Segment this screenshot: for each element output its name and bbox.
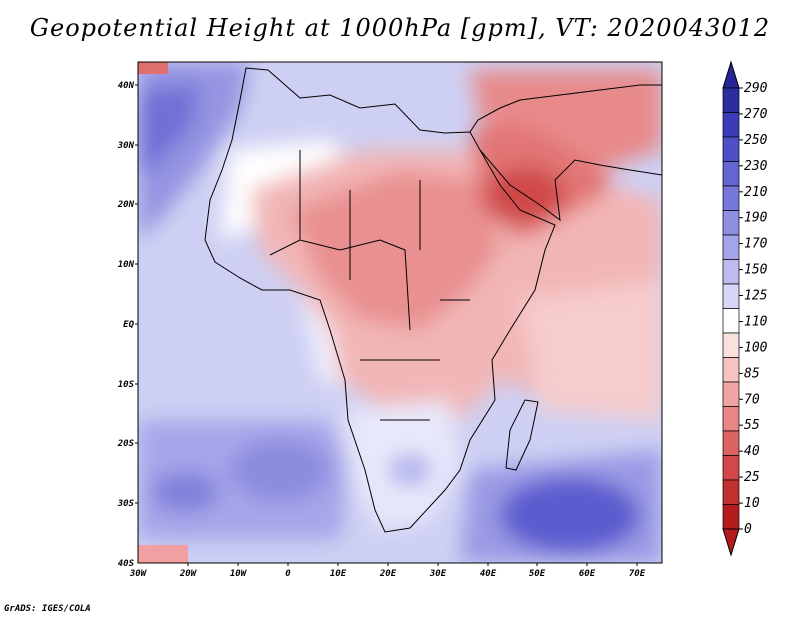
lat-label: 10S [118, 380, 135, 390]
colorbar-segment [722, 381, 740, 407]
lat-label: 30N [117, 141, 135, 151]
colorbar-segment [722, 210, 740, 236]
colorbar-label: 85 [744, 366, 760, 381]
lat-label: 30S [117, 499, 135, 509]
colorbar-segment [722, 283, 740, 309]
colorbar-label: 125 [744, 289, 768, 304]
colorbar-label: 270 [744, 107, 768, 122]
lon-label: 20W [179, 569, 198, 579]
lon-label: 30E [429, 569, 447, 579]
colorbar-top-arrow [722, 60, 740, 89]
colorbar-segment [722, 406, 740, 432]
lon-label: 30W [129, 569, 148, 579]
lat-label: 20S [117, 439, 135, 449]
colorbar-segment [722, 332, 740, 358]
colorbar-segment [722, 259, 740, 285]
colorbar-segment [722, 234, 740, 260]
colorbar: 2902702502302101901701501251101008570554… [722, 60, 768, 557]
map-title: Geopotential Height at 1000hPa [gpm], VT… [29, 14, 771, 42]
colorbar-label: 55 [744, 418, 760, 433]
lat-label: EQ [123, 320, 134, 330]
colorbar-segment [722, 87, 740, 113]
lon-label: 20E [379, 569, 397, 579]
colorbar-label: 25 [744, 470, 760, 485]
coastlines [204, 67, 662, 533]
colorbar-segment [722, 308, 740, 334]
colorbar-segment [722, 504, 740, 530]
colorbar-label: 210 [744, 185, 768, 200]
colorbar-label: 230 [744, 159, 768, 174]
colorbar-label: 250 [744, 133, 768, 148]
colorbar-bottom-arrow [722, 528, 740, 557]
height-field [138, 62, 662, 563]
colorbar-label: 190 [744, 211, 768, 226]
colorbar-segment [722, 161, 740, 187]
colorbar-segment [722, 112, 740, 138]
colorbar-label: 290 [744, 81, 768, 96]
lon-label: 0 [285, 569, 291, 579]
lat-label: 40S [118, 559, 135, 569]
colorbar-segment [722, 357, 740, 383]
lon-label: 40E [480, 569, 497, 579]
lon-label: 10W [230, 569, 248, 579]
colorbar-label: 110 [744, 315, 768, 330]
colorbar-segment [722, 455, 740, 481]
lat-label: 10N [118, 260, 135, 270]
colorbar-label: 100 [744, 340, 768, 355]
lon-label: 70E [629, 569, 646, 579]
lat-labels: 40N 30N 20N 10N EQ 10S 20S 30S 40S [117, 81, 135, 569]
colorbar-label: 0 [744, 522, 752, 537]
colorbar-label: 70 [744, 392, 760, 407]
colorbar-segment [722, 185, 740, 211]
lon-labels: 30W 20W 10W 0 10E 20E 30E 40E 50E 60E 70… [129, 569, 646, 579]
lat-label: 20N [117, 200, 135, 210]
colorbar-segment [722, 136, 740, 162]
colorbar-label: 150 [744, 263, 768, 278]
lon-label: 10E [330, 569, 347, 579]
colorbar-segment [722, 430, 740, 456]
colorbar-segment [722, 479, 740, 505]
colorbar-label: 40 [744, 444, 760, 459]
grads-credit: GrADS: IGES/COLA [4, 604, 91, 614]
lat-label: 40N [118, 81, 135, 91]
lon-label: 50E [529, 569, 546, 579]
colorbar-label: 10 [744, 496, 760, 511]
lon-label: 60E [579, 569, 596, 579]
colorbar-label: 170 [744, 237, 768, 252]
